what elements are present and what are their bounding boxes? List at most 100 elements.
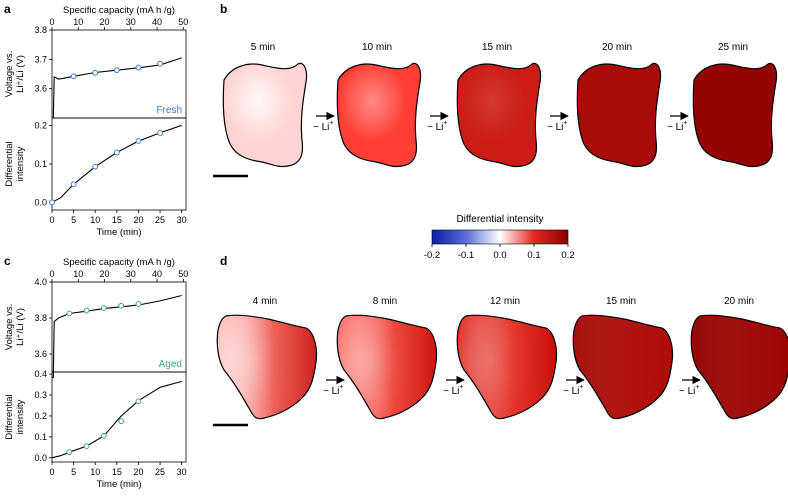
intensity-axis-title: Differentialintensity [4,141,26,186]
intensity-marker [113,149,120,156]
time-tick-label: 15 [112,467,122,477]
capacity-tick-label: 50 [178,269,188,279]
intensity-marker [70,181,77,188]
reaction-arrow-superscript: + [459,384,463,391]
panel-label-b: b [220,2,227,16]
voltage-marker [135,301,142,307]
voltage-axis-title: Voltage vs.Li⁺/Li (V) [4,304,26,350]
time-tick-label: 20 [133,215,143,225]
colorbar: Differential intensity -0.2 -0.1 0.0 0.1 0.2 [424,214,575,261]
reaction-arrow-text: − Li [313,122,329,133]
reaction-arrow-superscript: + [329,120,333,127]
voltage-marker [66,310,73,317]
time-tick-label: 25 [155,467,165,477]
colorbar-title: Differential intensity [456,214,543,225]
reaction-arrow-label: − Li+ [443,384,464,397]
reaction-arrow-text: − Li [679,386,695,397]
reaction-arrow-text: − Li [563,386,579,397]
panel-label-a: a [4,2,11,16]
capacity-tick-label: 40 [152,17,162,27]
voltage-axis-title-line2: Li⁺/Li (V) [15,55,26,93]
heatmap-25-min: 25 min [692,42,778,168]
heatmap-time-label: 15 min [606,296,636,307]
voltage-tick-label: 3.6 [34,349,47,359]
heatmap-time-label: 15 min [482,42,512,53]
capacity-tick-label: 20 [100,17,110,27]
time-tick-label: 0 [49,215,54,225]
heatmap-5-min: 5 min − Li+ [222,42,335,168]
time-tick-label: 25 [155,215,165,225]
time-tick-label: 5 [71,215,76,225]
intensity-curve [51,124,182,203]
reaction-arrow-label: − Li+ [679,384,700,397]
intensity-marker [157,130,163,136]
capacity-tick-label: 10 [73,17,83,27]
reaction-arrow-text: − Li [427,122,443,133]
reaction-arrow-superscript: + [339,384,343,391]
heatmap-15-min: 15 min− Li+ [572,296,701,420]
reaction-arrow-label: − Li+ [547,120,568,133]
heatmap-rim [217,315,317,419]
intensity-tick-label: 0.4 [34,369,47,379]
reaction-arrow-superscript: + [563,120,567,127]
reaction-arrow-label: − Li+ [323,384,344,397]
heatmap-row-d: 4 min− Li+8 min− Li+12 min− Li+15 min− L… [216,296,788,420]
reaction-arrow-text: − Li [547,122,563,133]
intensity-tick-label: 0.2 [34,121,47,131]
reaction-arrow-text: − Li [667,122,683,133]
heatmap-rim [691,315,788,419]
time-axis-title: Time (min) [96,227,141,238]
time-axis-title: Time (min) [96,479,141,490]
heatmap-fill [457,63,541,167]
intensity-axis-title-line2: intensity [15,146,26,181]
heatmap-fill [223,63,307,167]
colorbar-tick-label: 0.0 [493,250,506,261]
heatmap-rim [457,315,557,419]
heatmap-center-glow [458,64,527,147]
reaction-arrow-label: − Li+ [313,120,334,133]
heatmap-time-label: 12 min [490,296,520,307]
reaction-arrow-superscript: + [443,120,447,127]
reaction-arrow-superscript: + [579,384,583,391]
capacity-tick-label: 30 [126,17,136,27]
reaction-arrow-label: − Li+ [563,384,584,397]
capacity-tick-label: 0 [49,269,54,279]
reaction-arrow-label: − Li+ [427,120,448,133]
capacity-tick-label: 50 [178,17,188,27]
intensity-axis-title-line2: intensity [15,399,26,434]
voltage-marker [83,307,90,314]
intensity-marker [49,199,55,206]
capacity-tick-label: 30 [126,269,136,279]
colorbar-gradient [431,229,569,245]
voltage-marker [70,73,77,80]
voltage-marker [157,60,163,67]
heatmap-time-label: 20 min [724,296,754,307]
capacity-tick-label: 20 [100,269,110,279]
colorbar-tick-label: 0.1 [527,250,540,261]
reaction-arrow-superscript: + [695,384,699,391]
intensity-marker [66,449,73,456]
heatmap-time-label: 8 min [373,296,397,307]
voltage-tick-label: 3.7 [34,54,47,64]
intensity-tick-label: 0.0 [34,197,47,207]
voltage-marker [135,64,142,71]
intensity-marker [118,418,125,425]
heatmap-20-min: 20 min − Li+ [576,42,689,168]
time-tick-label: 30 [177,467,187,477]
reaction-arrow-text: − Li [323,386,339,397]
voltage-axis-title: Voltage vs.Li⁺/Li (V) [4,51,26,97]
intensity-tick-label: 0.2 [34,411,47,421]
heatmap-center-glow [224,64,293,147]
colorbar-tick-label: -0.2 [424,250,440,261]
reaction-arrow-label: − Li+ [667,120,688,133]
intensity-marker [83,443,90,449]
intensity-axis-title-line1: Differential [4,141,15,186]
voltage-tick-label: 3.6 [34,84,47,94]
heatmap-4-min: 4 min − Li+ [216,296,345,420]
voltage-marker [100,305,107,312]
time-tick-label: 30 [177,215,187,225]
intensity-marker [100,432,107,439]
heatmap-time-label: 10 min [362,42,392,53]
